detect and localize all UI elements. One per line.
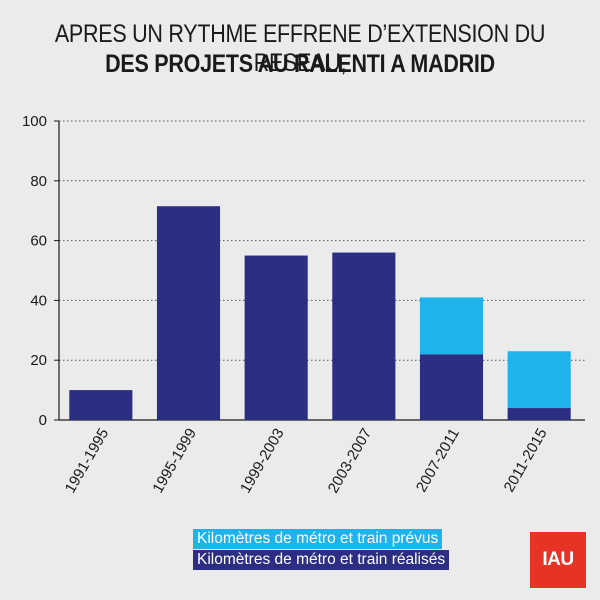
- chart-title-line2: DES PROJETS AU RALENTI A MADRID: [105, 50, 495, 78]
- bar-realized-2007-2011: [419, 354, 484, 420]
- x-tick-label: 2003-2007: [325, 426, 376, 497]
- bar-planned-2007-2011: [419, 297, 484, 355]
- bar-realized-1999-2003: [244, 255, 308, 420]
- y-tick-label: 40: [30, 292, 47, 309]
- legend-realized: Kilomètres de métro et train réalisés: [193, 550, 450, 570]
- y-tick-label: 0: [39, 412, 47, 429]
- x-tick-label: 1999-2003: [237, 426, 288, 497]
- bar-realized-2011-2015: [507, 408, 571, 420]
- bar-realized-2003-2007: [332, 252, 396, 420]
- bar-planned-2011-2015: [507, 351, 571, 409]
- x-tick-label: 1991-1995: [62, 426, 113, 497]
- x-tick-label: 1995-1999: [149, 426, 200, 497]
- x-tick-label: 2011-2015: [501, 426, 551, 496]
- bar-realized-1991-1995: [69, 390, 133, 420]
- chart-title-line1: APRES UN RYTHME EFFRENE D’EXTENSION DU R…: [54, 20, 546, 77]
- bar-realized-1995-1999: [156, 206, 221, 420]
- y-tick-label: 20: [30, 352, 47, 369]
- y-tick-label: 60: [30, 233, 47, 250]
- y-tick-label: 80: [30, 173, 47, 190]
- x-tick-label: 2007-2011: [413, 426, 463, 496]
- legend-planned: Kilomètres de métro et train prévus: [193, 529, 443, 549]
- y-tick-label: 100: [22, 113, 47, 130]
- iau-logo: IAU: [530, 532, 586, 588]
